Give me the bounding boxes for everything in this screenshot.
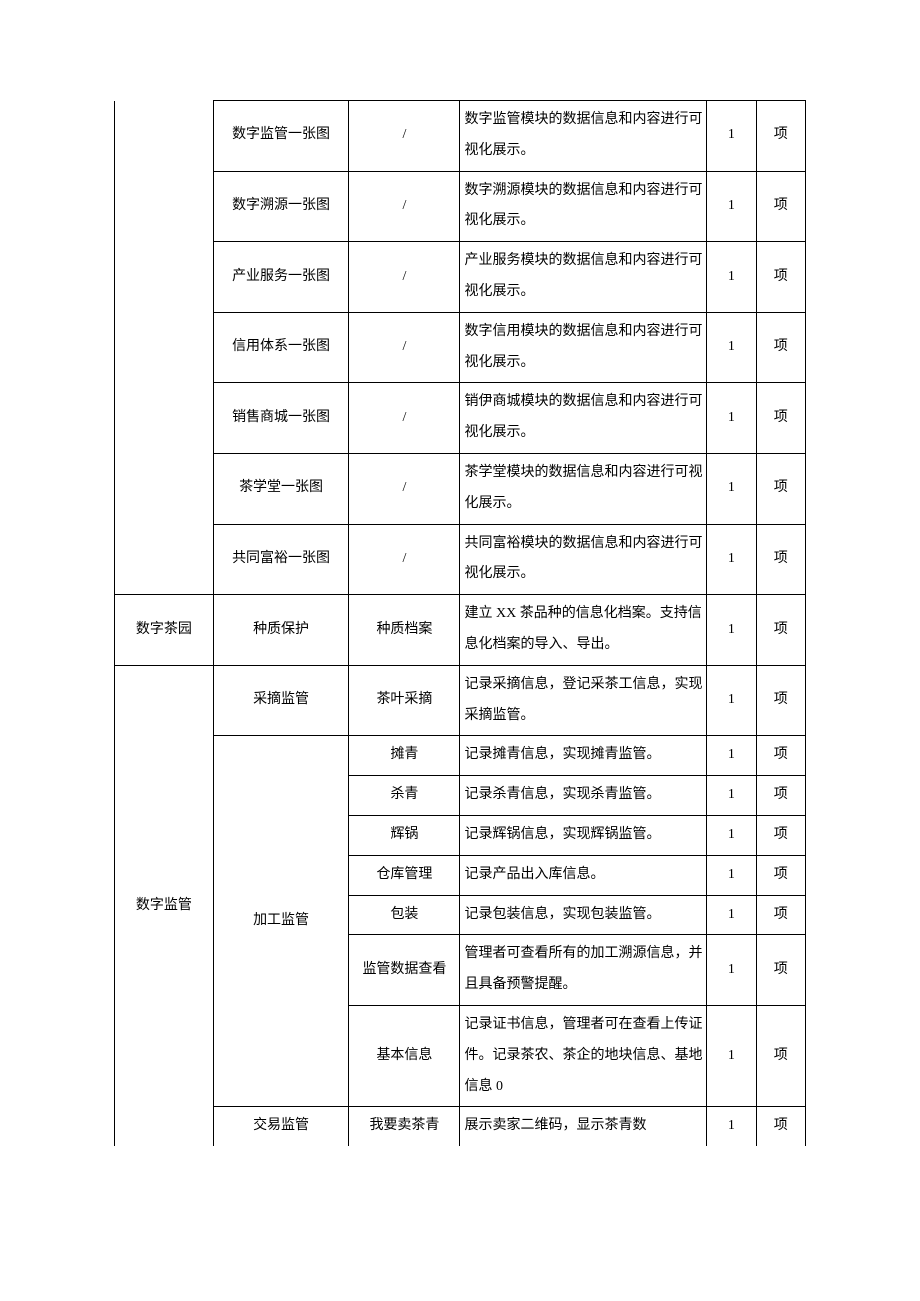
cell-desc: 记录产品出入库信息。 <box>460 855 707 895</box>
cell-desc: 管理者可查看所有的加工溯源信息，并且具备预警提醒。 <box>460 935 707 1006</box>
cell-qty: 1 <box>707 935 756 1006</box>
cell-desc: 记录杀青信息，实现杀青监管。 <box>460 776 707 816</box>
cell-item: 包装 <box>349 895 460 935</box>
cell-item: 种质档案 <box>349 595 460 666</box>
cell-item: / <box>349 312 460 383</box>
cell-desc: 展示卖家二维码，显示茶青数 <box>460 1107 707 1146</box>
cell-unit: 项 <box>756 665 805 736</box>
cell-desc: 记录摊青信息，实现摊青监管。 <box>460 736 707 776</box>
cell-category: 数字监管 <box>115 665 214 1146</box>
cell-module: 产业服务一张图 <box>213 242 349 313</box>
cell-module: 茶学堂一张图 <box>213 453 349 524</box>
spec-table: 数字监管一张图/数字监管模块的数据信息和内容进行可视化展示。1项数字溯源一张图/… <box>114 100 806 1146</box>
cell-unit: 项 <box>756 383 805 454</box>
cell-qty: 1 <box>707 855 756 895</box>
cell-desc: 产业服务模块的数据信息和内容进行可视化展示。 <box>460 242 707 313</box>
table-row: 共同富裕一张图/共同富裕模块的数据信息和内容进行可视化展示。1项 <box>115 524 806 595</box>
cell-desc: 记录采摘信息，登记采茶工信息，实现采摘监管。 <box>460 665 707 736</box>
cell-item: 监管数据查看 <box>349 935 460 1006</box>
cell-module: 交易监管 <box>213 1107 349 1146</box>
cell-item: / <box>349 171 460 242</box>
cell-unit: 项 <box>756 101 805 172</box>
table-row: 茶学堂一张图/茶学堂模块的数据信息和内容进行可视化展示。1项 <box>115 453 806 524</box>
cell-desc: 数字监管模块的数据信息和内容进行可视化展示。 <box>460 101 707 172</box>
cell-item: 基本信息 <box>349 1005 460 1106</box>
cell-qty: 1 <box>707 1107 756 1146</box>
cell-item: 茶叶采摘 <box>349 665 460 736</box>
table-row: 数字监管一张图/数字监管模块的数据信息和内容进行可视化展示。1项 <box>115 101 806 172</box>
cell-item: 杀青 <box>349 776 460 816</box>
cell-unit: 项 <box>756 1005 805 1106</box>
cell-module: 数字监管一张图 <box>213 101 349 172</box>
table-row: 销售商城一张图/销伊商城模块的数据信息和内容进行可视化展示。1项 <box>115 383 806 454</box>
cell-item: 辉锅 <box>349 815 460 855</box>
cell-unit: 项 <box>756 312 805 383</box>
cell-item: / <box>349 524 460 595</box>
cell-desc: 数字信用模块的数据信息和内容进行可视化展示。 <box>460 312 707 383</box>
cell-unit: 项 <box>756 895 805 935</box>
cell-unit: 项 <box>756 776 805 816</box>
cell-desc: 茶学堂模块的数据信息和内容进行可视化展示。 <box>460 453 707 524</box>
cell-module: 销售商城一张图 <box>213 383 349 454</box>
table-row: 产业服务一张图/产业服务模块的数据信息和内容进行可视化展示。1项 <box>115 242 806 313</box>
table-row: 数字溯源一张图/数字溯源模块的数据信息和内容进行可视化展示。1项 <box>115 171 806 242</box>
cell-module: 种质保护 <box>213 595 349 666</box>
cell-module: 数字溯源一张图 <box>213 171 349 242</box>
cell-unit: 项 <box>756 736 805 776</box>
cell-item: 摊青 <box>349 736 460 776</box>
cell-qty: 1 <box>707 242 756 313</box>
cell-item: / <box>349 383 460 454</box>
cell-qty: 1 <box>707 665 756 736</box>
cell-desc: 记录辉锅信息，实现辉锅监管。 <box>460 815 707 855</box>
cell-module: 采摘监管 <box>213 665 349 736</box>
cell-qty: 1 <box>707 1005 756 1106</box>
cell-desc: 建立 XX 茶品种的信息化档案。支持信息化档案的导入、导出。 <box>460 595 707 666</box>
cell-desc: 共同富裕模块的数据信息和内容进行可视化展示。 <box>460 524 707 595</box>
table-row: 数字茶园种质保护种质档案建立 XX 茶品种的信息化档案。支持信息化档案的导入、导… <box>115 595 806 666</box>
cell-desc: 数字溯源模块的数据信息和内容进行可视化展示。 <box>460 171 707 242</box>
cell-unit: 项 <box>756 242 805 313</box>
cell-desc: 销伊商城模块的数据信息和内容进行可视化展示。 <box>460 383 707 454</box>
cell-unit: 项 <box>756 935 805 1006</box>
cell-item: / <box>349 242 460 313</box>
table-row: 信用体系一张图/数字信用模块的数据信息和内容进行可视化展示。1项 <box>115 312 806 383</box>
cell-module: 加工监管 <box>213 736 349 1107</box>
cell-unit: 项 <box>756 855 805 895</box>
cell-qty: 1 <box>707 312 756 383</box>
cell-unit: 项 <box>756 1107 805 1146</box>
cell-qty: 1 <box>707 736 756 776</box>
table-row: 加工监管摊青记录摊青信息，实现摊青监管。1项 <box>115 736 806 776</box>
cell-item: / <box>349 101 460 172</box>
cell-qty: 1 <box>707 171 756 242</box>
cell-unit: 项 <box>756 815 805 855</box>
cell-unit: 项 <box>756 595 805 666</box>
cell-item: 我要卖茶青 <box>349 1107 460 1146</box>
cell-unit: 项 <box>756 524 805 595</box>
cell-qty: 1 <box>707 595 756 666</box>
cell-qty: 1 <box>707 101 756 172</box>
cell-category <box>115 101 214 595</box>
table-row: 交易监管我要卖茶青展示卖家二维码，显示茶青数1项 <box>115 1107 806 1146</box>
cell-category: 数字茶园 <box>115 595 214 666</box>
cell-qty: 1 <box>707 383 756 454</box>
cell-qty: 1 <box>707 815 756 855</box>
cell-qty: 1 <box>707 895 756 935</box>
cell-desc: 记录证书信息，管理者可在查看上传证件。记录茶农、茶企的地块信息、基地信息 0 <box>460 1005 707 1106</box>
table-row: 数字监管采摘监管茶叶采摘记录采摘信息，登记采茶工信息，实现采摘监管。1项 <box>115 665 806 736</box>
cell-item: 仓库管理 <box>349 855 460 895</box>
cell-desc: 记录包装信息，实现包装监管。 <box>460 895 707 935</box>
cell-qty: 1 <box>707 453 756 524</box>
cell-qty: 1 <box>707 524 756 595</box>
cell-module: 信用体系一张图 <box>213 312 349 383</box>
cell-unit: 项 <box>756 171 805 242</box>
cell-unit: 项 <box>756 453 805 524</box>
cell-qty: 1 <box>707 776 756 816</box>
cell-module: 共同富裕一张图 <box>213 524 349 595</box>
cell-item: / <box>349 453 460 524</box>
